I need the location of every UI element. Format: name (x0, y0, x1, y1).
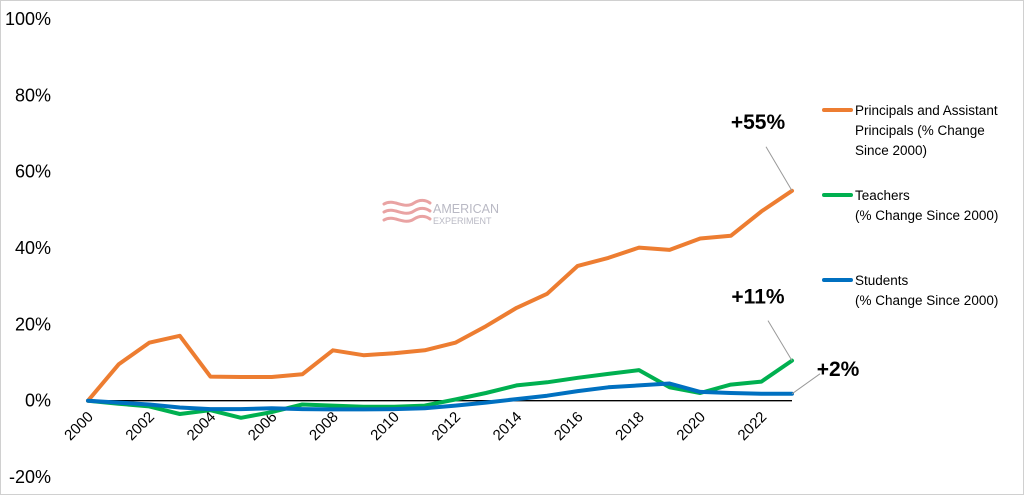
x-axis-tick-labels: 2000 2002 2004 2006 2008 2010 2012 2014 2016 2018… (61, 408, 770, 444)
x-tick-label: 2008 (306, 408, 342, 444)
legend-label: Since 2000) (855, 143, 927, 158)
watermark-flag-stripe-icon (382, 214, 432, 223)
y-tick-label: 80% (15, 85, 51, 105)
callout-leader-line (765, 146, 793, 192)
callout-leader-line (791, 373, 821, 395)
callout-label: +11% (731, 286, 784, 309)
x-tick-label: 2000 (61, 408, 97, 444)
x-tick-label: 2020 (673, 408, 709, 444)
y-tick-label: 20% (15, 314, 51, 334)
watermark-flag-stripe-icon (382, 198, 432, 207)
legend-label: Teachers (855, 188, 910, 203)
x-tick-label: 2002 (122, 408, 158, 444)
watermark-text-line2: EXPERIMENT (433, 216, 492, 226)
x-tick-label: 2018 (612, 408, 648, 444)
callout-label: +55% (731, 111, 786, 134)
y-tick-label: 100% (5, 9, 51, 29)
watermark-text-line1: AMERICAN (433, 202, 499, 216)
legend-label: (% Change Since 2000) (855, 208, 998, 223)
series-line-0 (86, 188, 794, 403)
legend-label: Principals and Assistant (855, 103, 998, 118)
x-tick-label: 2014 (490, 408, 526, 444)
y-tick-label: 0% (25, 391, 51, 411)
series-lines (86, 188, 794, 420)
callout-label: +2% (817, 358, 860, 381)
callout-annotations: +55% +11% +2% (731, 111, 860, 395)
callout-leader-line (767, 320, 793, 361)
series-line-2 (86, 381, 794, 412)
american-experiment-watermark: AMERICAN EXPERIMENT (382, 198, 499, 226)
x-tick-label: 2022 (735, 408, 771, 444)
watermark-flag-stripe-icon (382, 206, 432, 215)
y-tick-label: 40% (15, 238, 51, 258)
legend-label: Students (855, 273, 909, 288)
x-tick-label: 2016 (551, 408, 587, 444)
y-axis-tick-labels: 100% 80% 60% 40% 20% 0% -20% (5, 9, 51, 487)
x-tick-label: 2010 (367, 408, 403, 444)
legend: Principals and Assistant Principals (% Ch… (822, 103, 998, 308)
legend-label: Principals (% Change (855, 123, 985, 138)
legend-label: (% Change Since 2000) (855, 293, 998, 308)
x-tick-label: 2012 (429, 408, 465, 444)
y-tick-label: 60% (15, 162, 51, 182)
y-tick-label: -20% (9, 467, 51, 487)
